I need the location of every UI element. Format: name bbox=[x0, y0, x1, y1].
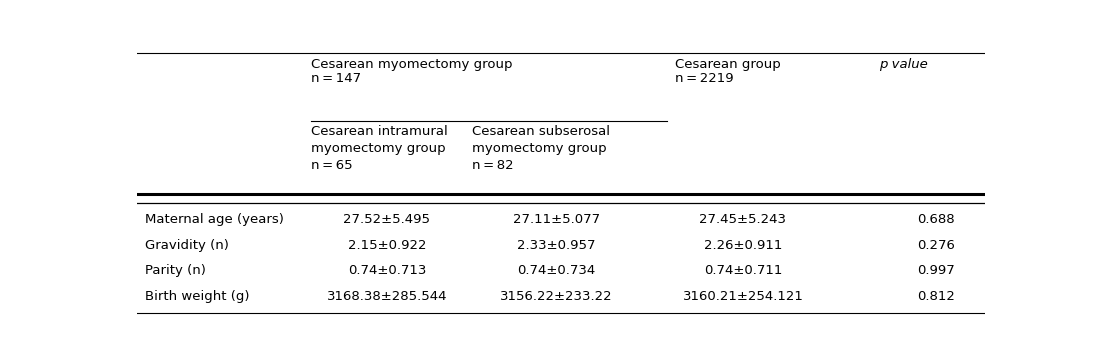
Text: 27.45±5.243: 27.45±5.243 bbox=[699, 213, 787, 226]
Text: 0.812: 0.812 bbox=[917, 289, 955, 302]
Text: 2.33±0.957: 2.33±0.957 bbox=[517, 239, 596, 252]
Text: Cesarean group: Cesarean group bbox=[675, 58, 781, 71]
Text: 27.52±5.495: 27.52±5.495 bbox=[344, 213, 430, 226]
Text: 27.11±5.077: 27.11±5.077 bbox=[513, 213, 600, 226]
Text: n = 2219: n = 2219 bbox=[675, 72, 734, 85]
Text: 3160.21±254.121: 3160.21±254.121 bbox=[683, 289, 803, 302]
Text: Cesarean myomectomy group: Cesarean myomectomy group bbox=[311, 58, 512, 71]
Text: Birth weight (g): Birth weight (g) bbox=[146, 289, 249, 302]
Text: 0.276: 0.276 bbox=[917, 239, 955, 252]
Text: Maternal age (years): Maternal age (years) bbox=[146, 213, 284, 226]
Text: 3156.22±233.22: 3156.22±233.22 bbox=[500, 289, 613, 302]
Text: 0.997: 0.997 bbox=[917, 264, 955, 277]
Text: 0.74±0.734: 0.74±0.734 bbox=[517, 264, 595, 277]
Text: 0.74±0.711: 0.74±0.711 bbox=[703, 264, 782, 277]
Text: n = 147: n = 147 bbox=[311, 72, 361, 85]
Text: 0.74±0.713: 0.74±0.713 bbox=[348, 264, 426, 277]
Text: Parity (n): Parity (n) bbox=[146, 264, 206, 277]
Text: Cesarean intramural
myomectomy group
n = 65: Cesarean intramural myomectomy group n =… bbox=[311, 125, 447, 172]
Text: 0.688: 0.688 bbox=[917, 213, 955, 226]
Text: Cesarean subserosal
myomectomy group
n = 82: Cesarean subserosal myomectomy group n =… bbox=[472, 125, 609, 172]
Text: 2.15±0.922: 2.15±0.922 bbox=[348, 239, 427, 252]
Text: 2.26±0.911: 2.26±0.911 bbox=[703, 239, 782, 252]
Text: p value: p value bbox=[878, 58, 928, 71]
Text: 3168.38±285.544: 3168.38±285.544 bbox=[327, 289, 447, 302]
Text: Gravidity (n): Gravidity (n) bbox=[146, 239, 229, 252]
